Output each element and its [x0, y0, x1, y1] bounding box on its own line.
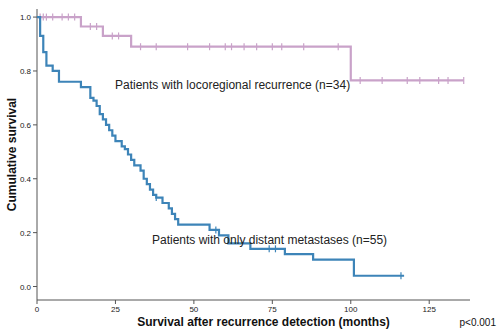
y-tick-label: 0.6 — [20, 121, 32, 130]
censor-mark — [438, 77, 439, 84]
censor-mark — [303, 43, 304, 50]
censor-mark — [112, 32, 113, 39]
chart: 0.0 0.2 0.4 0.6 0.8 1.0 0 25 50 75 100 125 Cumulativ… — [0, 0, 500, 332]
x-axis-label: Survival after recurrence detection (mon… — [137, 315, 390, 329]
y-axis-label: Cumulative survival — [5, 98, 19, 211]
x-tick-label: 0 — [35, 305, 40, 314]
censor-mark — [118, 32, 119, 39]
censor-mark — [463, 77, 464, 84]
plot-area — [37, 14, 464, 280]
censor-mark — [209, 43, 210, 50]
series-label: Patients with only distant metastases (n… — [152, 233, 387, 247]
censor-mark — [447, 77, 448, 84]
y-tick-label: 0.2 — [20, 229, 32, 238]
x-tick — [193, 300, 194, 304]
x-tick-label: 50 — [189, 305, 198, 314]
censor-mark — [419, 77, 420, 84]
censor-mark — [140, 43, 141, 50]
y-tick — [33, 17, 37, 18]
annotation: p<0.001 — [460, 317, 497, 328]
censor-mark — [52, 14, 53, 21]
series-label: Patients with locoregional recurrence (n… — [115, 78, 350, 92]
censor-mark — [243, 43, 244, 50]
survival-curve — [37, 17, 464, 80]
censor-mark — [90, 23, 91, 30]
censor-mark — [46, 14, 47, 21]
y-tick — [33, 178, 37, 179]
censor-mark — [231, 43, 232, 50]
x-tick-label: 100 — [344, 305, 358, 314]
y-tick — [33, 232, 37, 233]
y-tick-label: 1.0 — [20, 13, 32, 22]
censor-mark — [360, 77, 361, 84]
x-tick — [429, 300, 430, 304]
x-tick — [350, 300, 351, 304]
censor-mark — [272, 43, 273, 50]
censor-mark — [407, 77, 408, 84]
x-tick — [272, 300, 273, 304]
censor-mark — [74, 14, 75, 21]
survival-curve — [37, 17, 404, 276]
censor-mark — [225, 43, 226, 50]
y-tick-label: 0.8 — [20, 67, 32, 76]
censor-mark — [96, 23, 97, 30]
x-axis — [37, 300, 470, 301]
x-tick-label: 75 — [268, 305, 277, 314]
censor-mark — [382, 77, 383, 84]
censor-mark — [68, 14, 69, 21]
censor-mark — [338, 43, 339, 50]
y-tick — [33, 70, 37, 71]
censor-mark — [62, 14, 63, 21]
censor-mark — [156, 194, 157, 201]
censor-mark — [256, 43, 257, 50]
y-tick-label: 0.0 — [20, 283, 32, 292]
x-tick-label: 25 — [111, 305, 120, 314]
censor-mark — [43, 14, 44, 21]
x-tick-label: 125 — [423, 305, 437, 314]
censor-mark — [156, 43, 157, 50]
y-tick — [33, 286, 37, 287]
censor-mark — [400, 272, 401, 279]
x-tick — [37, 300, 38, 304]
y-tick — [33, 124, 37, 125]
censor-mark — [281, 43, 282, 50]
x-tick — [115, 300, 116, 304]
censor-mark — [187, 43, 188, 50]
y-tick-label: 0.4 — [20, 175, 32, 184]
y-axis — [37, 9, 38, 300]
